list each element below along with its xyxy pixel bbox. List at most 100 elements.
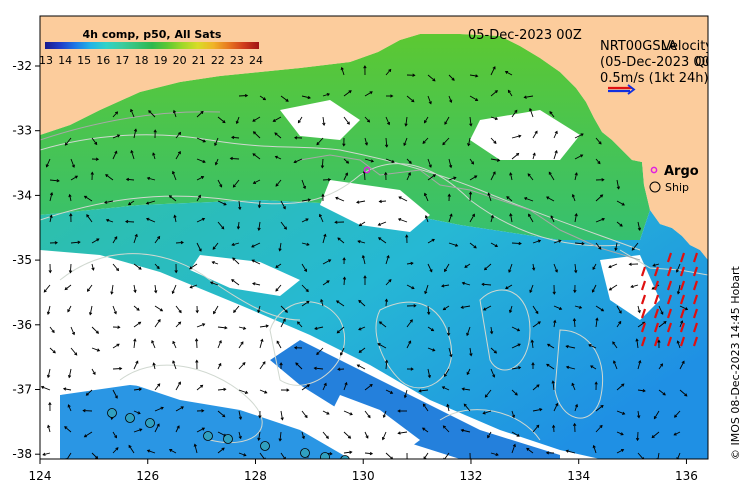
velocity-arrow-head <box>236 226 241 230</box>
velocity-arrow-head <box>361 254 366 259</box>
qc-arrow <box>666 266 673 277</box>
y-tick-label: -32 <box>12 59 32 73</box>
velocity-arrow <box>550 215 555 223</box>
velocity-arrow <box>595 405 604 412</box>
velocity-arrow-head <box>441 284 445 288</box>
velocity-arrow <box>490 171 496 181</box>
velocity-arrow <box>358 326 366 331</box>
velocity-arrow-head <box>213 311 217 315</box>
velocity-arrow-head <box>600 404 604 409</box>
velocity-arrow <box>658 363 663 370</box>
velocity-arrow <box>231 136 240 139</box>
velocity-arrow <box>294 158 303 163</box>
velocity-arrow <box>464 263 471 268</box>
velocity-arrow <box>592 284 597 293</box>
velocity-arrow-head <box>592 444 596 449</box>
velocity-arrow <box>154 423 160 433</box>
velocity-arrow-head <box>133 128 138 132</box>
velocity-arrow <box>322 410 330 415</box>
velocity-arrow <box>532 408 542 412</box>
velocity-arrow <box>505 284 513 289</box>
qc-velocity-arrows <box>640 252 699 347</box>
velocity-arrow-head <box>616 186 621 190</box>
velocity-arrow <box>258 200 261 208</box>
velocity-arrow <box>553 131 558 139</box>
velocity-arrow-head <box>483 267 488 271</box>
velocity-arrow <box>532 321 541 328</box>
velocity-arrow <box>679 361 685 370</box>
velocity-arrow-head <box>231 135 235 140</box>
velocity-arrow-head <box>475 98 479 101</box>
marker-legend: Argo Ship <box>649 164 699 194</box>
velocity-arrow <box>69 194 72 202</box>
velocity-arrow <box>443 305 450 310</box>
velocity-arrow <box>532 305 539 314</box>
velocity-legend: NRT00GSLA Velocity (05-Dec-2023 00Z) QC … <box>600 39 708 95</box>
velocity-arrow <box>531 340 534 349</box>
velocity-arrow <box>427 95 432 104</box>
velocity-arrow-head <box>195 359 199 363</box>
velocity-arrow-head <box>618 320 622 325</box>
bathymetry <box>40 111 641 261</box>
colorbar-tick-label: 13 <box>39 54 53 67</box>
velocity-arrow <box>616 449 624 454</box>
sst-warm-band <box>40 34 650 240</box>
qc-arrow <box>640 294 647 305</box>
y-axis: -32 -33 -34 -35 -36 -37 -38 <box>12 59 40 461</box>
velocity-arrow <box>112 151 118 160</box>
velocity-arrow <box>595 158 601 164</box>
contour-line <box>479 289 531 371</box>
velocity-arrow-head <box>382 414 386 419</box>
velocity-arrow <box>279 242 282 251</box>
velocity-arrow-head <box>157 235 161 240</box>
velocity-arrow-head <box>517 366 522 370</box>
velocity-arrow-head <box>251 244 255 248</box>
velocity-arrow-head <box>337 237 341 241</box>
velocity-arrow-head <box>137 411 141 415</box>
velocity-arrow <box>189 263 198 270</box>
velocity-arrow <box>448 95 452 103</box>
velocity-arrow-head <box>244 93 249 98</box>
velocity-arrow <box>595 242 602 250</box>
velocity-arrow <box>423 452 429 459</box>
velocity-arrow <box>340 347 345 356</box>
velocity-arrow <box>133 129 137 139</box>
velocity-arrow-head <box>429 269 433 273</box>
velocity-arrow-head <box>342 276 347 280</box>
velocity-arrow <box>321 158 324 168</box>
velocity-arrow <box>153 362 156 370</box>
velocity-arrow <box>637 221 641 231</box>
velocity-arrow-head <box>517 343 521 347</box>
cloud-gap-7 <box>600 255 660 320</box>
velocity-arrow <box>319 214 324 223</box>
colorbar-tick-label: 20 <box>173 54 187 67</box>
scale-arrow-head <box>627 84 636 95</box>
velocity-arrow <box>314 326 324 330</box>
velocity-arrow-head <box>384 359 389 363</box>
velocity-arrow-head <box>635 338 639 342</box>
velocity-arrow <box>112 368 122 370</box>
velocity-arrow-head <box>214 142 218 147</box>
date-label: 05-Dec-2023 00Z <box>468 28 582 43</box>
velocity-arrow-head <box>423 456 427 459</box>
velocity-arrow-head <box>151 340 155 344</box>
velocity-arrow <box>442 386 450 391</box>
velocity-arrow <box>466 326 471 336</box>
velocity-arrow-head <box>551 424 556 428</box>
velocity-arrow-head <box>85 392 89 396</box>
velocity-arrow <box>273 116 282 122</box>
velocity-arrow-head <box>389 390 394 394</box>
velocity-arrow <box>448 158 452 168</box>
velocity-arrow-head <box>365 435 369 439</box>
velocity-arrow-head <box>411 99 415 103</box>
velocity-arrow <box>364 91 373 97</box>
velocity-arrow <box>378 221 387 226</box>
velocity-arrow-head <box>83 195 88 199</box>
velocity-arrow <box>630 284 639 288</box>
qc-arrow <box>679 252 686 263</box>
ship-marker <box>203 431 213 441</box>
velocity-arrow <box>196 323 205 328</box>
velocity-arrow <box>379 321 387 328</box>
velocity-arrow <box>280 305 288 313</box>
velocity-arrow-head <box>495 452 499 457</box>
